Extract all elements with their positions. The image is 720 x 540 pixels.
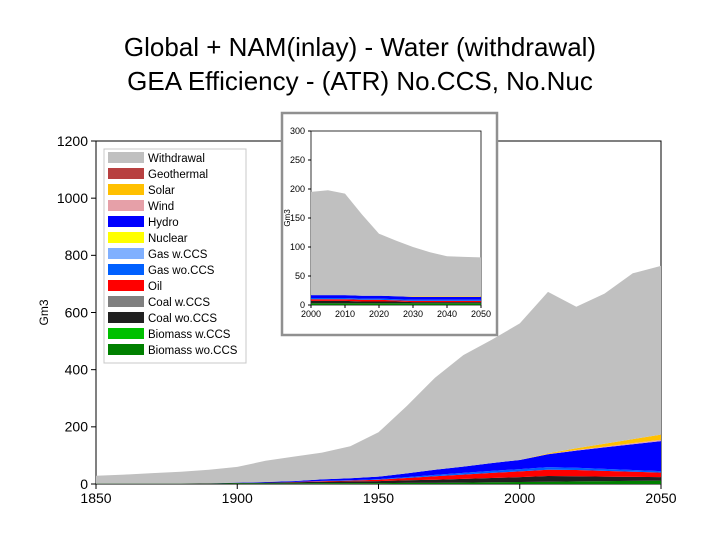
legend-label-geothermal: Geothermal xyxy=(148,169,208,181)
inset-plot: 0 50 100 150 200 250 300 2000 2010 2020 2030 2040 20… xyxy=(283,126,491,319)
main-series-gas-wo-ccs xyxy=(96,467,661,484)
legend-swatch-biomass-w-ccs xyxy=(108,328,144,339)
inset-series-withdrawal xyxy=(311,190,481,297)
main-x-tick-label: 1950 xyxy=(363,490,394,506)
main-series-oil xyxy=(96,469,661,484)
legend-swatch-nuclear xyxy=(108,232,144,243)
main-x-tick-label: 2000 xyxy=(504,490,535,506)
inset-series-solar xyxy=(311,295,481,297)
inset-y-tick-label: 50 xyxy=(295,271,305,281)
legend-label-withdrawal: Withdrawal xyxy=(148,153,205,165)
legend-label-biomass-w-ccs: Biomass w.CCS xyxy=(148,329,231,341)
legend-swatch-hydro xyxy=(108,216,144,227)
legend-label-solar: Solar xyxy=(148,185,175,197)
main-x-tick-label: 1900 xyxy=(222,490,253,506)
legend-swatch-coal-wo-ccs xyxy=(108,312,144,323)
inset-x-tick-label: 2050 xyxy=(471,309,491,319)
legend-label-oil: Oil xyxy=(148,281,162,293)
legend-label-gas-wo-ccs: Gas wo.CCS xyxy=(148,265,215,277)
legend-swatch-biomass-wo-ccs xyxy=(108,344,144,355)
main-y-tick-label: 1200 xyxy=(57,133,88,149)
legend-swatch-wind xyxy=(108,200,144,211)
legend-swatch-gas-w-ccs xyxy=(108,248,144,259)
main-x-tick-label: 1850 xyxy=(80,490,111,506)
main-y-tick-label: 600 xyxy=(65,304,89,320)
main-y-tick-label: 800 xyxy=(65,247,89,263)
main-series-biomass-wo-ccs xyxy=(96,480,661,484)
legend: Withdrawal Geothermal Solar Wind Hydro Nuclea… xyxy=(103,148,247,364)
chart-title-line-2: GEA Efficiency - (ATR) No.CCS, No.Nuc xyxy=(127,66,593,96)
inset-x-tick-label: 2010 xyxy=(335,309,355,319)
inset-y-axis-label: Gm3 xyxy=(283,209,292,227)
legend-swatch-gas-wo-ccs xyxy=(108,264,144,275)
main-series-withdrawal xyxy=(96,265,661,484)
inset-series-oil xyxy=(311,299,481,303)
inset-y-tick-label: 200 xyxy=(290,184,305,194)
main-y-tick-label: 200 xyxy=(65,419,89,435)
inset-x-tick-label: 2030 xyxy=(403,309,423,319)
inset-y-tick-label: 300 xyxy=(290,126,305,136)
legend-label-coal-wo-ccs: Coal wo.CCS xyxy=(148,313,217,325)
inset-x-tick-label: 2020 xyxy=(369,309,389,319)
inset-series-coal-wo-ccs xyxy=(311,300,481,304)
inset-series-hydro xyxy=(311,295,481,300)
inset-x-tick-label: 2040 xyxy=(437,309,457,319)
legend-label-gas-w-ccs: Gas w.CCS xyxy=(148,249,208,261)
legend-swatch-oil xyxy=(108,280,144,291)
inset-series-biomass-wo-ccs xyxy=(311,303,481,305)
main-y-tick-label: 400 xyxy=(65,362,89,378)
main-y-tick-label: 1000 xyxy=(57,190,88,206)
legend-label-hydro: Hydro xyxy=(148,217,179,229)
legend-label-biomass-wo-ccs: Biomass wo.CCS xyxy=(148,345,238,357)
chart-title-line-1: Global + NAM(inlay) - Water (withdrawal) xyxy=(123,32,597,62)
inset-y-tick-label: 150 xyxy=(290,213,305,223)
main-series-hydro xyxy=(96,441,661,484)
main-y-tick-label: 0 xyxy=(80,476,88,492)
inset-y-tick-label: 0 xyxy=(300,300,305,310)
inset-x-tick-label: 2000 xyxy=(301,309,321,319)
legend-label-coal-w-ccs: Coal w.CCS xyxy=(148,297,210,309)
main-x-tick-label: 2050 xyxy=(645,490,676,506)
legend-swatch-coal-w-ccs xyxy=(108,296,144,307)
inset-series-gas-wo-ccs xyxy=(311,298,481,301)
legend-swatch-withdrawal xyxy=(108,152,144,163)
main-y-axis-label: Gm3 xyxy=(37,299,51,325)
legend-label-wind: Wind xyxy=(148,201,174,213)
main-series-coal-wo-ccs xyxy=(96,476,661,484)
legend-swatch-solar xyxy=(108,184,144,195)
inset-y-tick-label: 250 xyxy=(290,155,305,165)
legend-label-nuclear: Nuclear xyxy=(148,233,188,245)
inset-y-tick-label: 100 xyxy=(290,242,305,252)
legend-swatch-geothermal xyxy=(108,168,144,179)
